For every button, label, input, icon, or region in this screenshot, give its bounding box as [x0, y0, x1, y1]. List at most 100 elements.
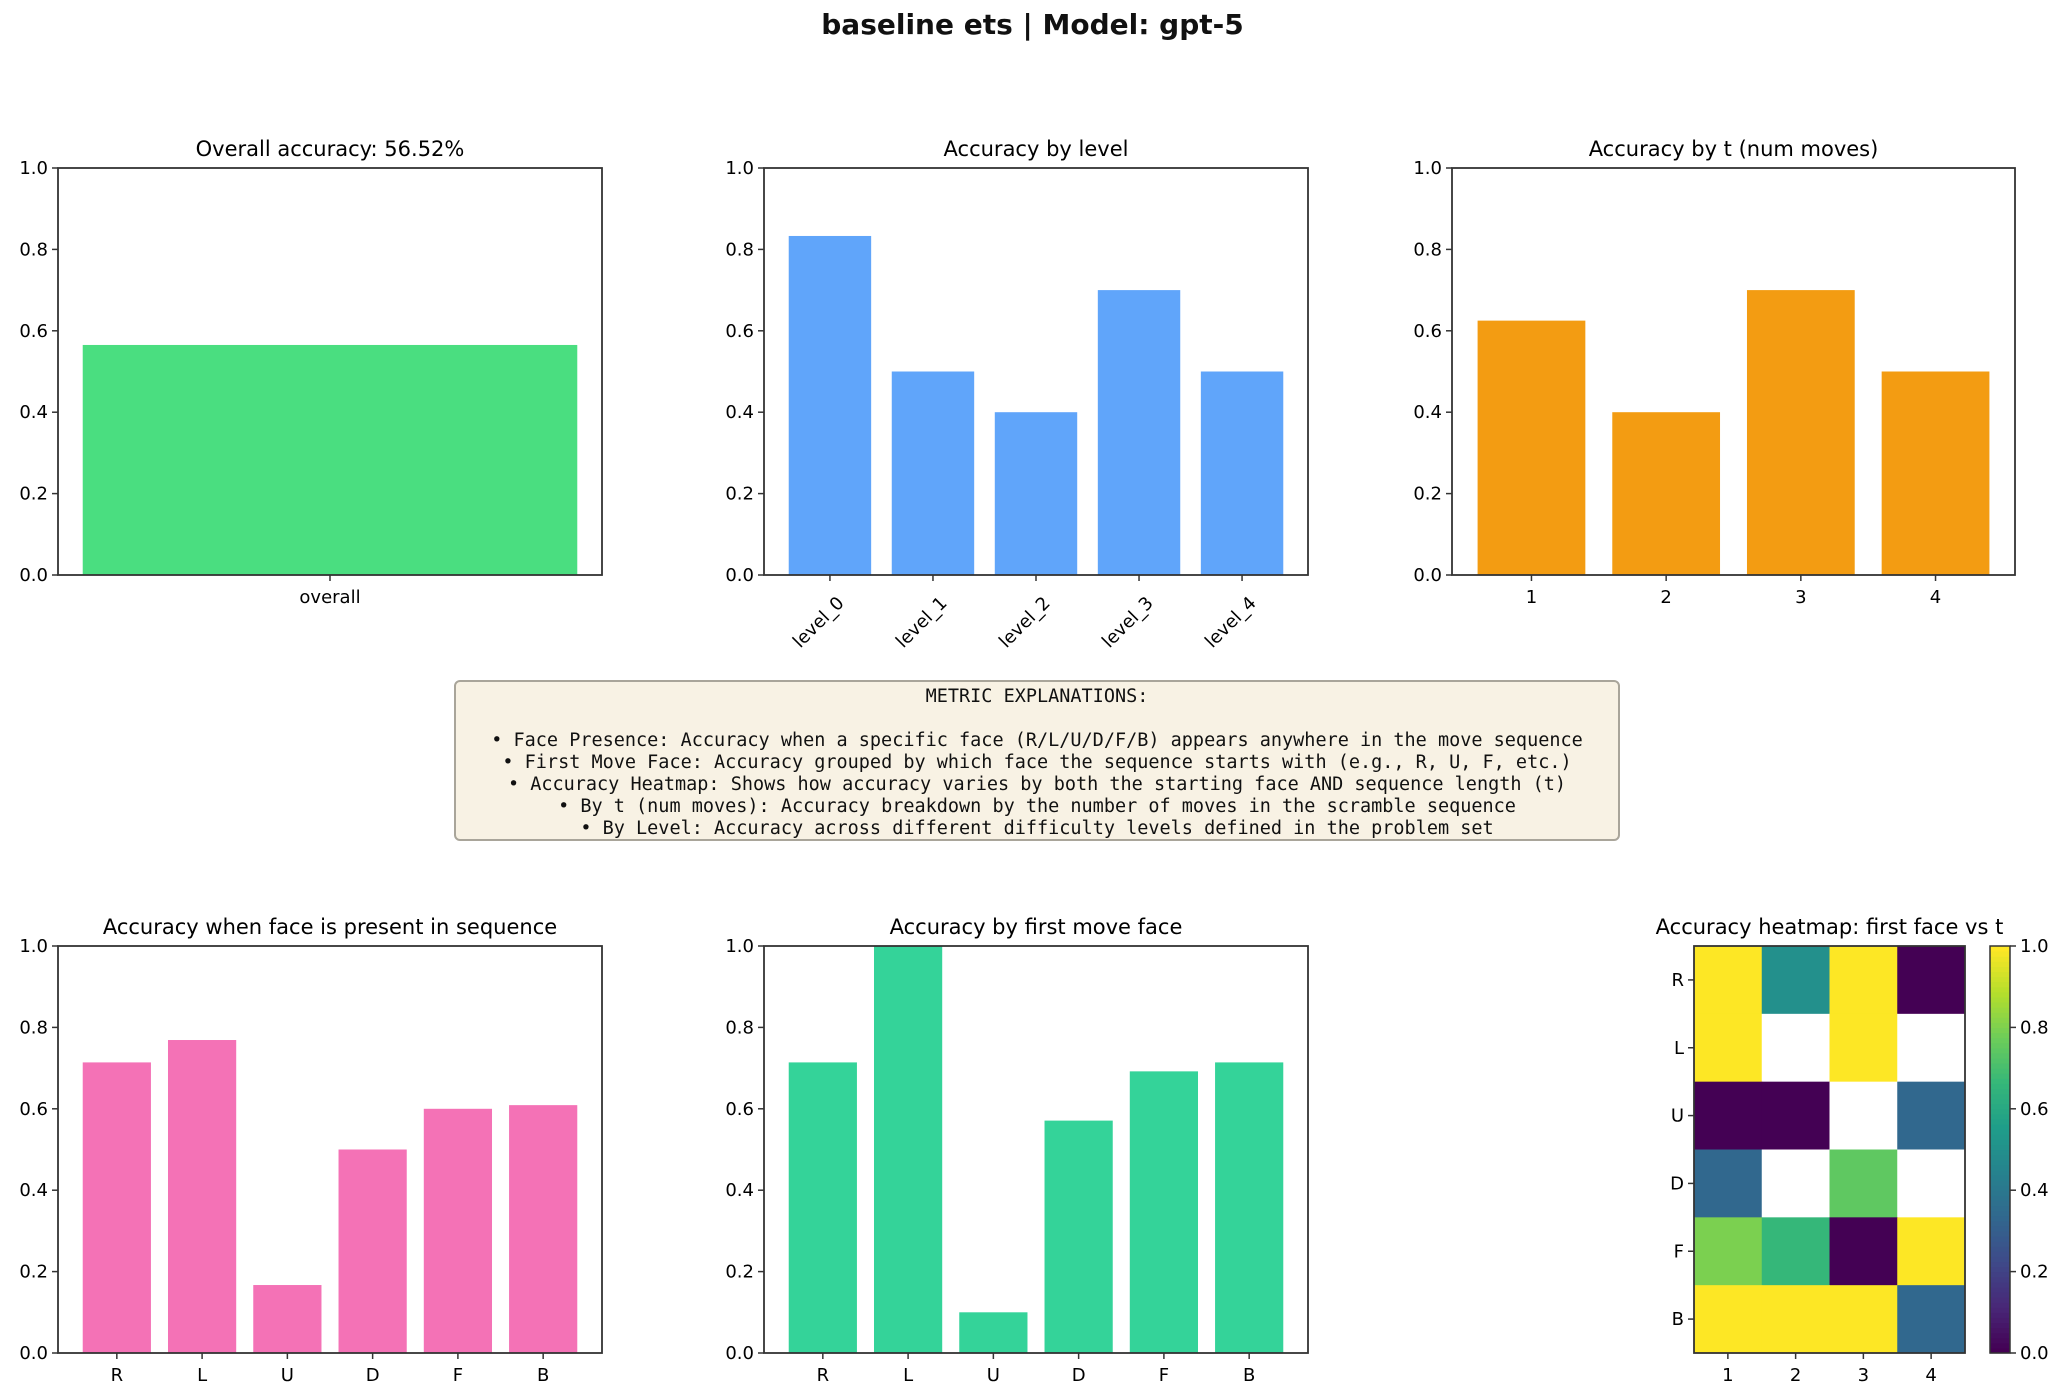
- y-tick-label: 1.0: [725, 936, 754, 957]
- colorbar-segment: [1990, 1205, 2010, 1212]
- y-tick-label: 0.4: [725, 1180, 754, 1201]
- y-tick-label: 0.8: [725, 1017, 754, 1038]
- heat-cell-L-4: [1897, 1013, 1966, 1083]
- heat-cell-B-1: [1694, 1285, 1763, 1354]
- y-tick-label: 0.2: [19, 484, 48, 505]
- bar-presence-L: [167, 1040, 237, 1353]
- x-tick-label: L: [197, 1365, 207, 1386]
- colorbar-segment: [1990, 1098, 2010, 1105]
- chart-overall: overall 0.0 0.2 0.4 0.6 0.8 1.0 Overall accurac…: [19, 137, 603, 608]
- colorbar-frame: [1989, 945, 2011, 1354]
- y-tick-label: R: [1671, 970, 1684, 991]
- colorbar-segment: [1990, 1271, 2010, 1278]
- x-tick-label: 2: [1660, 587, 1671, 608]
- x-tick-label: 3: [1795, 587, 1806, 608]
- colorbar-segment: [1990, 1042, 2010, 1049]
- colorbar-segment: [1990, 966, 2010, 973]
- heat-cell-D-4: [1897, 1149, 1966, 1218]
- heat-cell-U-1: [1694, 1081, 1763, 1150]
- y-tick-label: 0.8: [19, 239, 48, 260]
- heat-cell-D-2: [1761, 1149, 1830, 1218]
- chart-firstface: R L U D F B 0.0 0.2 0.4 0.6 0.8 1.0 Accuracy by firs…: [725, 915, 1309, 1386]
- heat-cell-U-3: [1829, 1081, 1898, 1150]
- bar-presence-F: [423, 1108, 493, 1353]
- colorbar-segment: [1990, 996, 2010, 1003]
- heat-cell-D-3: [1829, 1149, 1898, 1218]
- heat-cell-F-2: [1761, 1217, 1830, 1286]
- chart-title: Accuracy by level: [944, 137, 1129, 161]
- bar-t-1: [1477, 320, 1586, 575]
- heat-cell-R-3: [1829, 946, 1898, 1015]
- colorbar-segment: [1990, 1164, 2010, 1171]
- y-tick-label: 0.8: [725, 239, 754, 260]
- axes-frame: [763, 167, 1309, 576]
- y-tick-label: L: [1674, 1038, 1684, 1059]
- bar-presence-R: [82, 1062, 151, 1353]
- bar-firstface-R: [788, 1062, 857, 1353]
- x-tick-label: D: [366, 1365, 380, 1386]
- colorbar: 0.0 0.2 0.4 0.6 0.8 1.0: [1989, 936, 2049, 1364]
- colorbar-segment: [1990, 1225, 2010, 1232]
- x-tick-label: F: [453, 1365, 463, 1386]
- y-tick-label: 0.6: [725, 1099, 754, 1120]
- colorbar-segment: [1990, 1190, 2010, 1196]
- chart-level: level_0 level_1 level_2 level_3 level_4 0.0 0.…: [725, 137, 1309, 653]
- colorbar-segment: [1990, 1078, 2010, 1084]
- colorbar-tick-label: 0.6: [2020, 1099, 2049, 1120]
- bar-firstface-F: [1129, 1071, 1199, 1353]
- y-tick-label: 1.0: [19, 936, 48, 957]
- metric-line-by-level: • By Level: Accuracy across different di…: [580, 818, 1494, 839]
- colorbar-segment: [1990, 1047, 2010, 1054]
- colorbar-segment: [1990, 1251, 2010, 1257]
- colorbar-segment: [1990, 1052, 2010, 1059]
- x-tick-label: R: [817, 1365, 830, 1386]
- bar-presence-B: [509, 1105, 578, 1353]
- colorbar-segment: [1990, 1337, 2010, 1344]
- heat-cell-B-4: [1897, 1285, 1966, 1354]
- colorbar-segment: [1990, 1291, 2010, 1298]
- colorbar-segment: [1990, 1185, 2010, 1191]
- bar-firstface-L: [873, 946, 943, 1353]
- chart-title: Accuracy when face is present in sequenc…: [103, 915, 557, 939]
- bar-t-3: [1746, 290, 1855, 575]
- heat-cell-L-2: [1761, 1013, 1830, 1083]
- colorbar-segment: [1990, 1200, 2010, 1207]
- y-tick-label: 0.8: [19, 1017, 48, 1038]
- y-tick-label: 0.4: [1413, 402, 1442, 423]
- colorbar-segment: [1990, 1083, 2010, 1090]
- bar-level-level_0: [788, 235, 872, 575]
- x-tick-label: 2: [1790, 1365, 1801, 1386]
- colorbar-segment: [1990, 1159, 2010, 1166]
- bar-t-4: [1881, 371, 1990, 575]
- x-tick-label: 4: [1925, 1365, 1936, 1386]
- colorbar-segment: [1990, 1312, 2010, 1318]
- axes-frame: [1451, 167, 2016, 576]
- colorbar-segment: [1990, 1068, 2010, 1074]
- colorbar-segment: [1990, 1256, 2010, 1263]
- colorbar-segment: [1990, 1057, 2010, 1064]
- colorbar-segment: [1990, 1174, 2010, 1181]
- y-tick-label: 0.2: [1413, 484, 1442, 505]
- y-tick-label: 0.4: [19, 402, 48, 423]
- bar-t-2: [1612, 412, 1721, 575]
- heat-cell-F-4: [1897, 1217, 1966, 1286]
- colorbar-segment: [1990, 1195, 2010, 1201]
- x-tick-label: level_0: [789, 593, 849, 653]
- colorbar-segment: [1990, 1281, 2010, 1288]
- chart-title: Accuracy by t (num moves): [1589, 137, 1879, 161]
- x-tick-label: R: [111, 1365, 124, 1386]
- x-tick-label: U: [987, 1365, 1000, 1386]
- colorbar-segment: [1990, 1017, 2010, 1023]
- colorbar-segment: [1990, 1215, 2010, 1222]
- colorbar-segment: [1990, 1134, 2010, 1140]
- colorbar-tick-label: 0.0: [2020, 1343, 2049, 1364]
- y-tick-label: 0.0: [1413, 565, 1442, 586]
- y-tick-label: 0.4: [19, 1180, 48, 1201]
- colorbar-segment: [1990, 1022, 2010, 1028]
- chart-title: Accuracy heatmap: first face vs t: [1656, 915, 2004, 939]
- chart-title: Overall accuracy: 56.52%: [196, 137, 465, 161]
- y-tick-label: 0.6: [19, 321, 48, 342]
- heat-cell-B-2: [1761, 1285, 1830, 1354]
- colorbar-tick-label: 0.8: [2020, 1017, 2049, 1038]
- heat-cell-R-1: [1694, 946, 1763, 1015]
